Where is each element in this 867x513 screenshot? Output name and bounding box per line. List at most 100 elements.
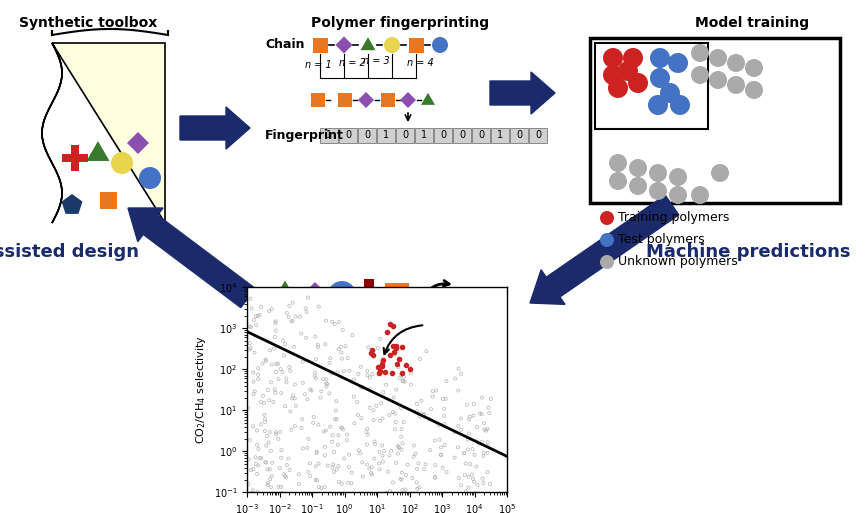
- Point: [388, 418, 402, 426]
- Point: [259, 357, 273, 365]
- Text: Machine predictions: Machine predictions: [646, 243, 851, 261]
- Point: [254, 420, 268, 428]
- Point: [454, 481, 468, 489]
- Point: [274, 365, 288, 373]
- Point: [342, 463, 355, 471]
- Point: [472, 440, 486, 448]
- Point: [285, 299, 299, 307]
- Point: [466, 475, 480, 483]
- Point: [397, 373, 411, 381]
- Point: [257, 427, 271, 435]
- Point: [284, 407, 297, 416]
- Point: [335, 480, 349, 488]
- Text: 1: 1: [326, 130, 332, 140]
- Point: [452, 364, 466, 372]
- Point: [391, 449, 405, 458]
- Point: [368, 438, 381, 446]
- Point: [269, 318, 283, 326]
- Polygon shape: [400, 92, 416, 108]
- Point: [383, 487, 397, 495]
- Y-axis label: CO$_2$/CH$_4$ selectivity: CO$_2$/CH$_4$ selectivity: [194, 336, 208, 444]
- Point: [410, 485, 424, 493]
- Point: [271, 483, 285, 491]
- Point: [283, 363, 297, 371]
- Point: [470, 423, 484, 431]
- Polygon shape: [358, 92, 374, 108]
- Circle shape: [603, 65, 623, 85]
- Point: [355, 472, 369, 481]
- Point: [321, 462, 335, 470]
- Point: [247, 316, 261, 324]
- Point: [251, 461, 265, 469]
- Polygon shape: [127, 132, 149, 154]
- Point: [250, 470, 264, 478]
- Text: 0: 0: [364, 130, 370, 140]
- Point: [270, 360, 284, 368]
- Point: [315, 484, 329, 492]
- Point: [406, 474, 420, 482]
- Circle shape: [668, 53, 688, 73]
- Bar: [529, 128, 547, 143]
- Circle shape: [711, 164, 729, 182]
- Point: [375, 451, 389, 460]
- Point: [273, 428, 287, 436]
- Point: [386, 342, 400, 350]
- Point: [303, 459, 317, 467]
- Point: [365, 463, 379, 471]
- Bar: [364, 279, 375, 311]
- Point: [286, 391, 300, 400]
- Point: [480, 468, 494, 476]
- Point: [389, 342, 403, 350]
- Text: Model training: Model training: [695, 16, 809, 30]
- Polygon shape: [271, 281, 299, 305]
- Point: [251, 445, 265, 453]
- Point: [362, 343, 375, 351]
- Circle shape: [650, 68, 670, 88]
- Point: [368, 455, 381, 463]
- Point: [259, 458, 273, 466]
- Point: [259, 442, 273, 450]
- Circle shape: [609, 154, 627, 172]
- Point: [323, 493, 336, 501]
- Point: [375, 357, 389, 365]
- Point: [285, 317, 299, 325]
- Point: [264, 472, 278, 480]
- Circle shape: [618, 61, 638, 81]
- Point: [466, 445, 479, 453]
- Point: [484, 395, 498, 403]
- Point: [410, 400, 424, 408]
- Point: [388, 425, 401, 433]
- Point: [334, 343, 348, 351]
- Circle shape: [727, 54, 745, 72]
- Point: [394, 425, 408, 433]
- Point: [380, 328, 394, 337]
- Point: [274, 453, 288, 462]
- Point: [389, 344, 403, 352]
- Point: [383, 320, 397, 328]
- Point: [310, 476, 324, 484]
- Point: [345, 468, 359, 477]
- Text: Synthetic toolbox: Synthetic toolbox: [19, 16, 157, 30]
- Point: [381, 345, 394, 353]
- Point: [251, 371, 265, 379]
- Point: [299, 304, 313, 312]
- Point: [395, 377, 409, 385]
- Point: [276, 337, 290, 345]
- Point: [460, 401, 473, 409]
- Point: [451, 443, 465, 451]
- Point: [264, 361, 278, 369]
- Point: [325, 438, 339, 446]
- Point: [452, 386, 466, 394]
- Point: [375, 415, 389, 423]
- Point: [379, 381, 393, 389]
- Bar: [472, 128, 490, 143]
- Point: [379, 367, 393, 376]
- Text: 0: 0: [535, 130, 541, 140]
- Point: [311, 421, 325, 429]
- Point: [316, 375, 330, 383]
- Point: [383, 351, 397, 360]
- Point: [434, 450, 448, 459]
- Text: n = 2: n = 2: [339, 58, 365, 68]
- Point: [278, 340, 292, 348]
- Bar: [396, 128, 414, 143]
